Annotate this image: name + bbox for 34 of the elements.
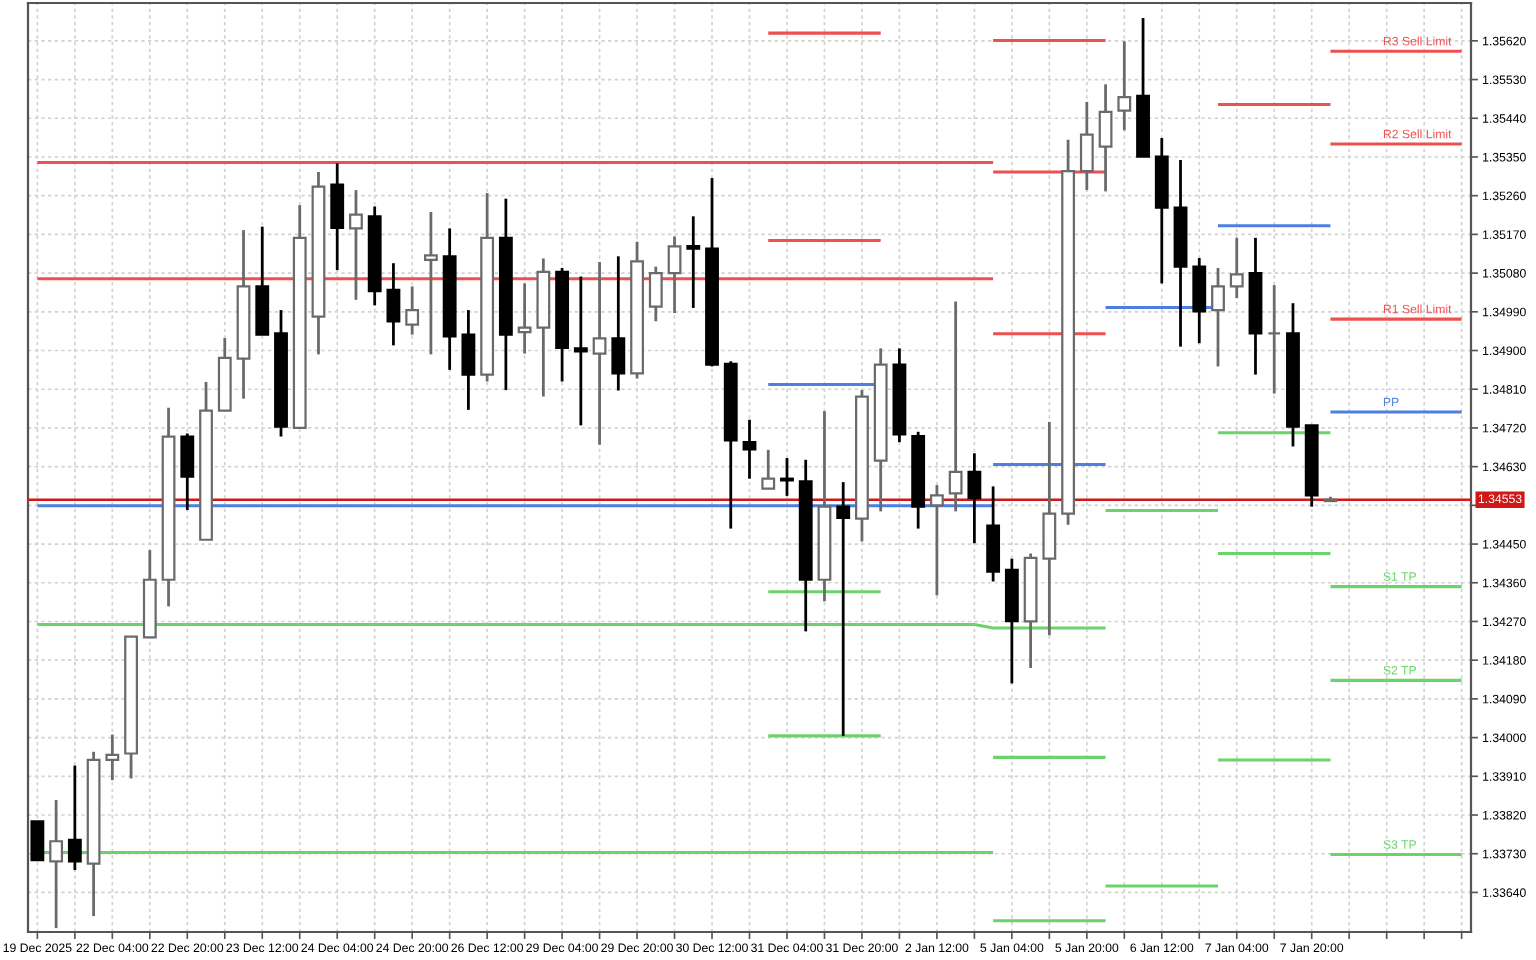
candlestick bbox=[742, 418, 757, 481]
candlestick bbox=[836, 480, 851, 738]
candlestick bbox=[517, 282, 532, 355]
candlestick bbox=[30, 820, 45, 862]
candlestick bbox=[180, 432, 195, 512]
candlestick bbox=[761, 448, 776, 490]
candlestick bbox=[667, 235, 682, 315]
candlestick bbox=[1079, 100, 1094, 192]
candlestick bbox=[386, 261, 401, 347]
candlestick bbox=[573, 275, 588, 427]
candlestick bbox=[929, 483, 944, 597]
candlestick bbox=[1192, 256, 1207, 345]
candlestick bbox=[461, 308, 476, 412]
candlestick bbox=[780, 456, 794, 498]
candlestick bbox=[592, 260, 607, 447]
candlestick bbox=[648, 265, 663, 323]
candlestick bbox=[349, 188, 363, 302]
candlestick bbox=[67, 764, 82, 872]
candlestick bbox=[1042, 420, 1057, 637]
candlestick bbox=[49, 798, 64, 930]
candlestick bbox=[948, 300, 963, 513]
candlestick bbox=[405, 285, 420, 336]
candlestick bbox=[686, 214, 701, 310]
candlestick bbox=[611, 254, 626, 392]
candlestick bbox=[1098, 82, 1113, 193]
candlestick bbox=[1117, 39, 1132, 132]
candlestick bbox=[105, 733, 120, 782]
candlestick bbox=[1267, 283, 1282, 395]
candlestick bbox=[330, 162, 345, 272]
candlestick bbox=[986, 485, 1001, 583]
candlestick bbox=[967, 451, 982, 545]
candlestick bbox=[424, 210, 438, 356]
candlestick bbox=[1229, 236, 1244, 300]
candlestick bbox=[1211, 266, 1225, 368]
